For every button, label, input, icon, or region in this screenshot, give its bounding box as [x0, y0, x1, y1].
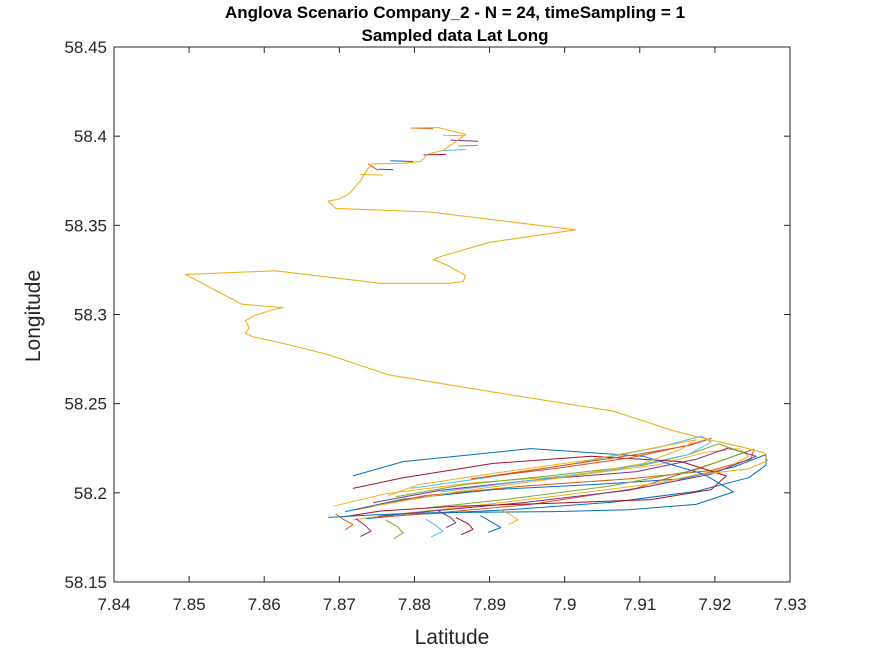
series-line: [470, 437, 712, 480]
series-line: [378, 168, 394, 171]
x-tick-label: 7.85: [173, 595, 206, 614]
series-line: [457, 144, 479, 147]
x-tick-label: 7.93: [773, 595, 806, 614]
y-tick-label: 58.15: [64, 573, 107, 592]
x-axis-label: Latitude: [415, 626, 490, 649]
series-line: [335, 513, 354, 531]
y-tick-label: 58.4: [74, 127, 107, 146]
x-tick-label: 7.92: [698, 595, 731, 614]
y-axis-label: Longitude: [22, 270, 45, 362]
series-line: [395, 443, 744, 509]
series-line: [355, 448, 755, 518]
series-line: [455, 516, 474, 536]
x-tick-label: 7.86: [248, 595, 281, 614]
series-line: [373, 439, 697, 507]
series-line: [450, 139, 479, 142]
x-tick-label: 7.9: [553, 595, 577, 614]
y-tick-label: 58.25: [64, 395, 107, 414]
series-line: [385, 519, 404, 540]
route-line: [184, 127, 769, 475]
series-line: [480, 515, 502, 533]
series-line: [500, 509, 519, 526]
data-layer: [184, 127, 769, 540]
series-line: [425, 518, 444, 538]
y-tick-label: 58.45: [64, 38, 107, 57]
x-tick-label: 7.84: [97, 595, 130, 614]
x-tick-label: 7.91: [623, 595, 656, 614]
series-line: [442, 149, 466, 152]
series-line: [367, 163, 379, 171]
series-line: [345, 454, 767, 520]
series-line: [438, 510, 457, 529]
x-tick-label: 7.89: [473, 595, 506, 614]
x-tick-label: 7.88: [398, 595, 431, 614]
series-line: [442, 134, 466, 137]
y-tick-label: 58.3: [74, 306, 107, 325]
x-tick-label: 7.87: [323, 595, 356, 614]
y-tick-label: 58.2: [74, 484, 107, 503]
chart-subtitle: Sampled data Lat Long: [361, 26, 548, 45]
chart-title: Anglova Scenario Company_2 - N = 24, tim…: [225, 3, 685, 22]
y-tick-label: 58.35: [64, 216, 107, 235]
series-line: [328, 448, 735, 518]
axes-box: [113, 46, 791, 583]
tick-layer: 7.84 7.85 7.86 7.87 7.88 7.89 7.9 7.91 7.92 7.93 5…: [64, 38, 806, 614]
series-line: [390, 160, 413, 162]
series-line: [355, 518, 372, 537]
plot-area: 7.84 7.85 7.86 7.87 7.88 7.89 7.9 7.91 7.92 7.93 5…: [64, 38, 806, 614]
